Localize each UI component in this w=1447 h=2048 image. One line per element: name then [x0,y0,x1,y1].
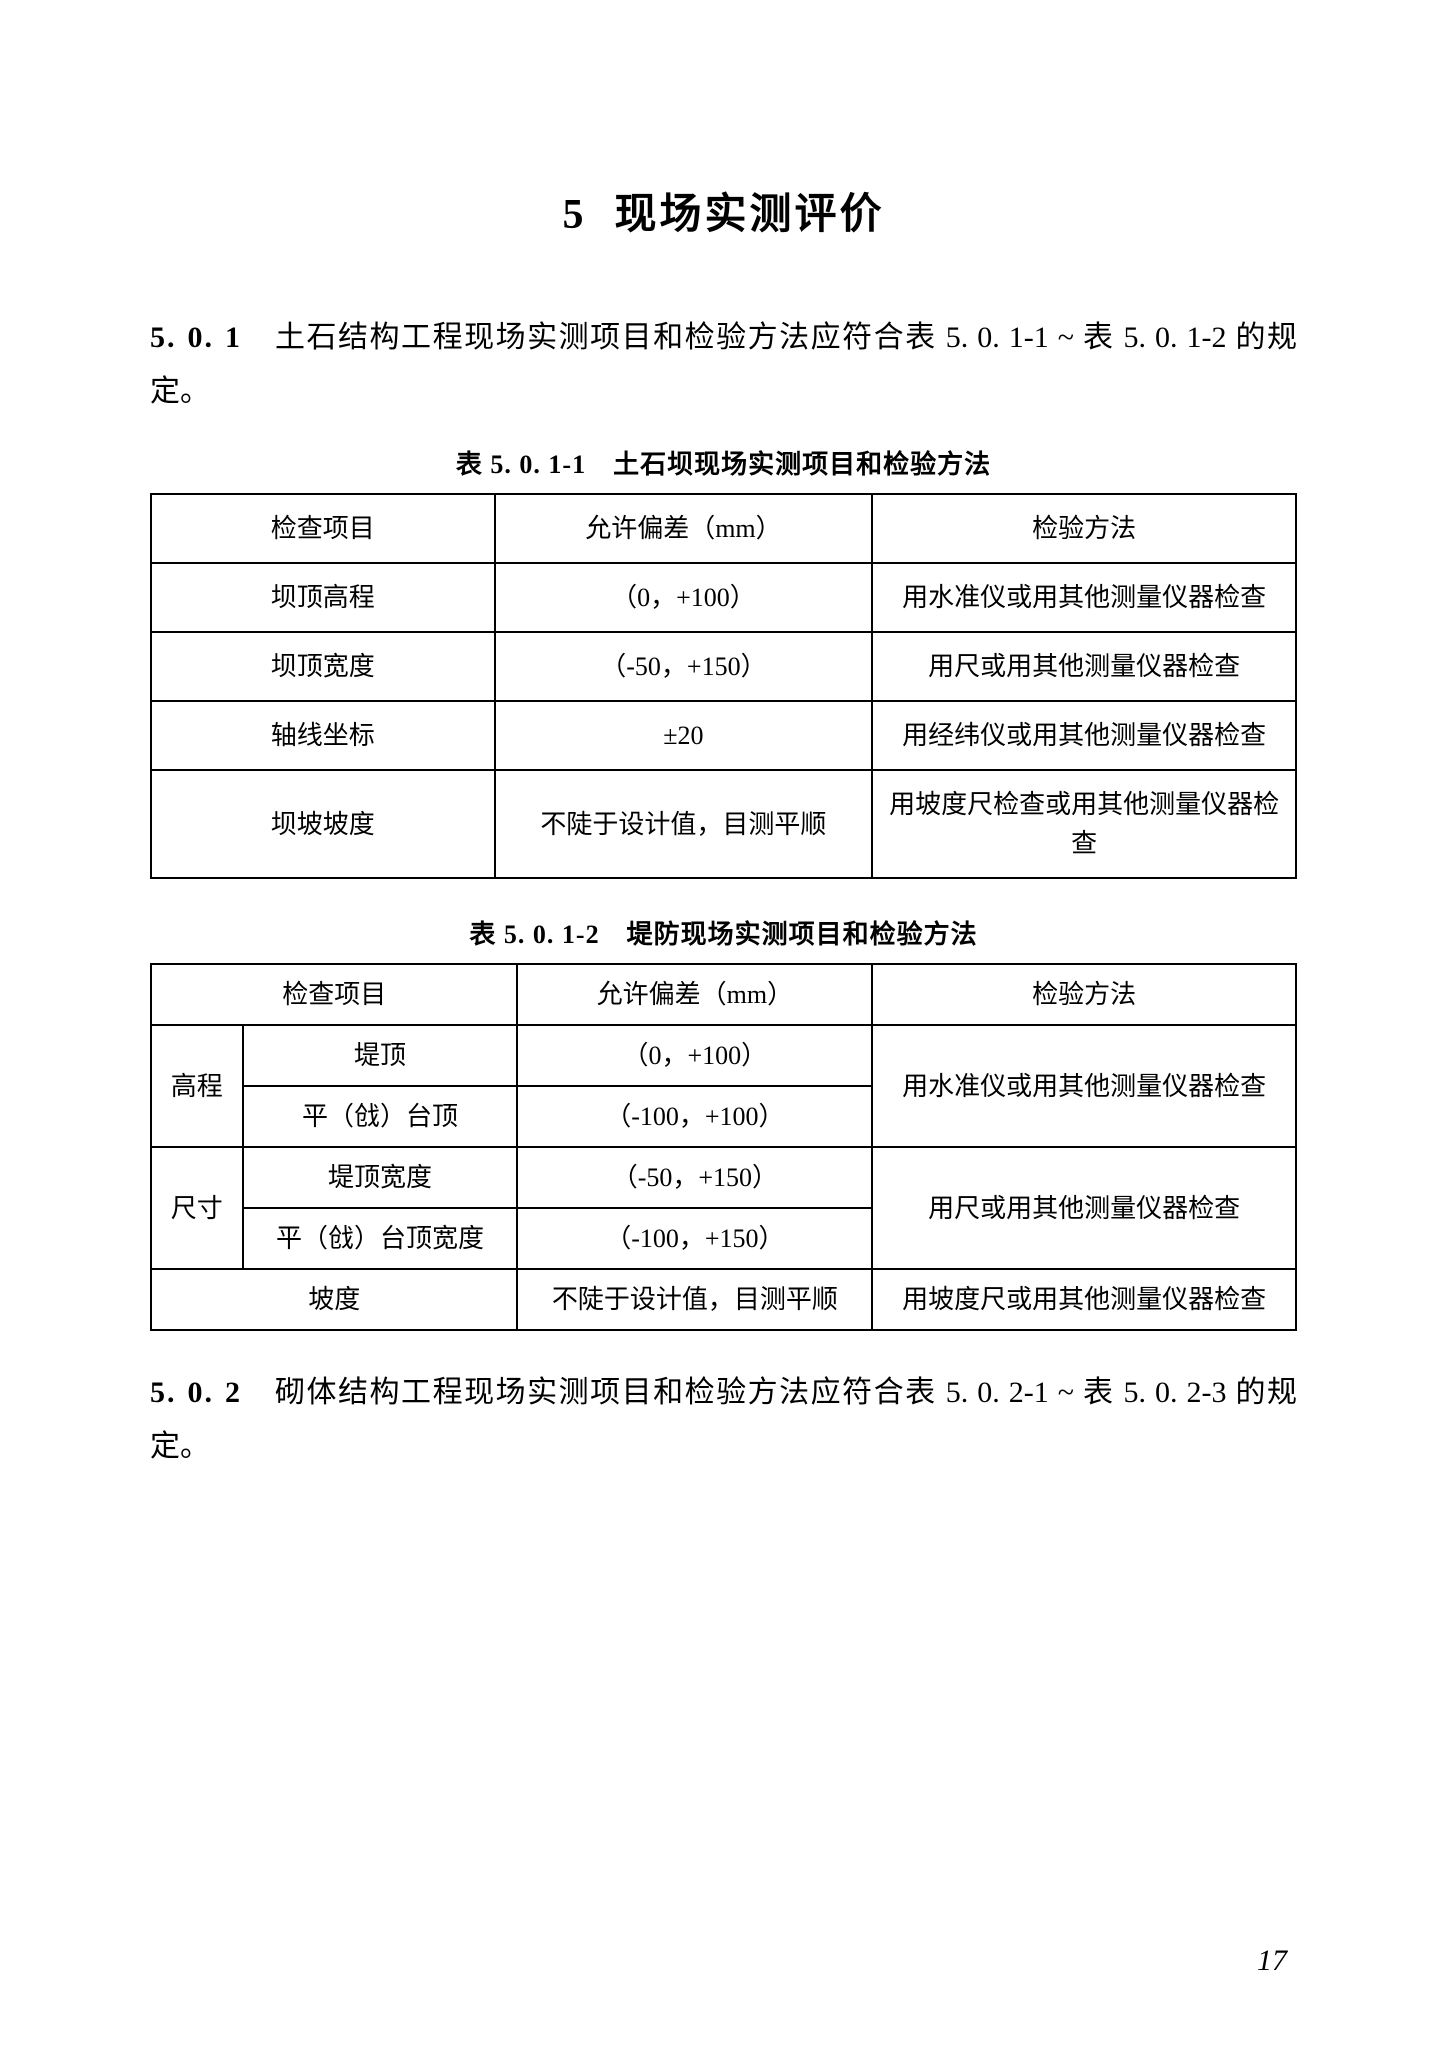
table1-r0c2: 用水准仪或用其他测量仪器检查 [872,563,1296,632]
table1-header-1: 允许偏差（mm） [495,494,873,563]
table2-g2r2c0: 平（戗）台顶宽度 [243,1208,518,1269]
table1-header-0: 检查项目 [151,494,495,563]
table-row: 高程 堤顶 （0，+100） 用水准仪或用其他测量仪器检查 [151,1025,1296,1086]
table2-g1r1c0: 堤顶 [243,1025,518,1086]
table1-r3c0: 坝坡坡度 [151,770,495,878]
table2-g2r1c0: 堤顶宽度 [243,1147,518,1208]
table1-caption: 表 5. 0. 1-1 土石坝现场实测项目和检验方法 [150,444,1297,481]
table-row: 坝坡坡度 不陡于设计值，目测平顺 用坡度尺检查或用其他测量仪器检查 [151,770,1296,878]
section-5-0-1: 5. 0. 1 土石结构工程现场实测项目和检验方法应符合表 5. 0. 1-1 … [150,311,1297,419]
table-row: 坡度 不陡于设计值，目测平顺 用坡度尺或用其他测量仪器检查 [151,1269,1296,1330]
table2-g1r1c1: （0，+100） [517,1025,872,1086]
table-5-0-1-2: 检查项目 允许偏差（mm） 检验方法 高程 堤顶 （0，+100） 用水准仪或用… [150,963,1297,1331]
table2-g1r2c0: 平（戗）台顶 [243,1086,518,1147]
table1-r1c1: （-50，+150） [495,632,873,701]
chapter-number: 5 [562,191,586,239]
table-row: 尺寸 堤顶宽度 （-50，+150） 用尺或用其他测量仪器检查 [151,1147,1296,1208]
table1-r1c0: 坝顶宽度 [151,632,495,701]
table1-r2c1: ±20 [495,701,873,770]
table2-group2-method: 用尺或用其他测量仪器检查 [872,1147,1296,1269]
section-text-1: 土石结构工程现场实测项目和检验方法应符合表 5. 0. 1-1 ~ 表 5. 0… [150,321,1297,408]
table1-r3c1: 不陡于设计值，目测平顺 [495,770,873,878]
table1-r2c0: 轴线坐标 [151,701,495,770]
table1-r0c0: 坝顶高程 [151,563,495,632]
table1-r1c2: 用尺或用其他测量仪器检查 [872,632,1296,701]
table2-group2-label: 尺寸 [151,1147,243,1269]
table1-header-2: 检验方法 [872,494,1296,563]
table2-caption: 表 5. 0. 1-2 堤防现场实测项目和检验方法 [150,914,1297,951]
table1-r0c1: （0，+100） [495,563,873,632]
table-row: 坝顶高程 （0，+100） 用水准仪或用其他测量仪器检查 [151,563,1296,632]
chapter-title: 5 现场实测评价 [150,180,1297,241]
table2-group1-method: 用水准仪或用其他测量仪器检查 [872,1025,1296,1147]
section-number-2: 5. 0. 2 [150,1376,242,1409]
section-5-0-2: 5. 0. 2 砌体结构工程现场实测项目和检验方法应符合表 5. 0. 2-1 … [150,1366,1297,1474]
table-row: 坝顶宽度 （-50，+150） 用尺或用其他测量仪器检查 [151,632,1296,701]
table-5-0-1-1: 检查项目 允许偏差（mm） 检验方法 坝顶高程 （0，+100） 用水准仪或用其… [150,493,1297,879]
page-number: 17 [1257,1944,1287,1978]
table2-g2r1c1: （-50，+150） [517,1147,872,1208]
table2-row3-label: 坡度 [151,1269,517,1330]
table2-header-2: 检验方法 [872,964,1296,1025]
table-row: 检查项目 允许偏差（mm） 检验方法 [151,494,1296,563]
table2-row3-tolerance: 不陡于设计值，目测平顺 [517,1269,872,1330]
table1-r3c2: 用坡度尺检查或用其他测量仪器检查 [872,770,1296,878]
table-row: 轴线坐标 ±20 用经纬仪或用其他测量仪器检查 [151,701,1296,770]
table2-header-0: 检查项目 [151,964,517,1025]
chapter-title-text: 现场实测评价 [614,192,884,238]
table1-r2c2: 用经纬仪或用其他测量仪器检查 [872,701,1296,770]
table2-header-1: 允许偏差（mm） [517,964,872,1025]
table2-group1-label: 高程 [151,1025,243,1147]
table2-g2r2c1: （-100，+150） [517,1208,872,1269]
section-text-2: 砌体结构工程现场实测项目和检验方法应符合表 5. 0. 2-1 ~ 表 5. 0… [150,1376,1297,1463]
section-number-1: 5. 0. 1 [150,321,242,354]
table2-row3-method: 用坡度尺或用其他测量仪器检查 [872,1269,1296,1330]
table-row: 检查项目 允许偏差（mm） 检验方法 [151,964,1296,1025]
table2-g1r2c1: （-100，+100） [517,1086,872,1147]
